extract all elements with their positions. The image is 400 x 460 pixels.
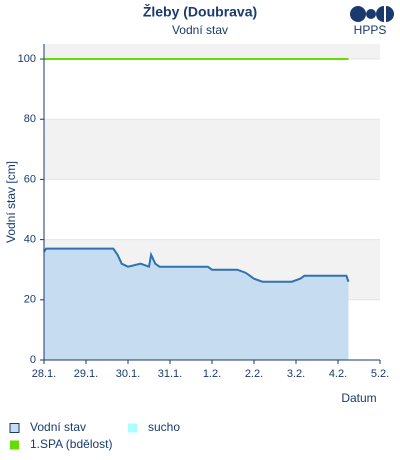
chart-subtitle: Vodní stav: [172, 23, 228, 37]
legend-swatch: [128, 423, 137, 433]
chart-title: Žleby (Doubrava): [143, 3, 257, 20]
y-tick-label: 60: [24, 173, 36, 185]
x-tick-label: 5.2.: [371, 368, 389, 380]
y-tick-label: 80: [24, 113, 36, 125]
x-tick-label: 3.2.: [287, 368, 305, 380]
y-tick-label: 0: [30, 354, 36, 366]
x-tick-label: 4.2.: [329, 368, 347, 380]
x-tick-label: 29.1.: [74, 368, 98, 380]
x-tick-label: 31.1.: [158, 368, 182, 380]
y-tick-label: 20: [24, 294, 36, 306]
x-tick-label: 28.1.: [32, 368, 56, 380]
area: [44, 248, 349, 360]
legend-label: Vodní stav: [30, 420, 86, 434]
y-tick-label: 100: [18, 53, 36, 65]
x-tick-label: 2.2.: [245, 368, 263, 380]
legend-label: 1.SPA (bdělost): [30, 437, 113, 451]
legend-label: sucho: [148, 420, 180, 434]
x-tick-label: 1.2.: [203, 368, 221, 380]
legend-swatch: [10, 440, 19, 450]
y-tick-label: 40: [24, 234, 36, 246]
x-axis-label: Datum: [341, 391, 376, 405]
x-tick-label: 30.1.: [116, 368, 140, 380]
line: [43, 247, 350, 283]
grid-band: [44, 119, 380, 180]
logo-text: HPPS: [354, 23, 387, 37]
grid-band: [44, 44, 380, 60]
y-axis-label: Vodní stav [cm]: [4, 161, 18, 243]
logo-icon: [350, 6, 394, 22]
legend-swatch: [9, 423, 20, 433]
